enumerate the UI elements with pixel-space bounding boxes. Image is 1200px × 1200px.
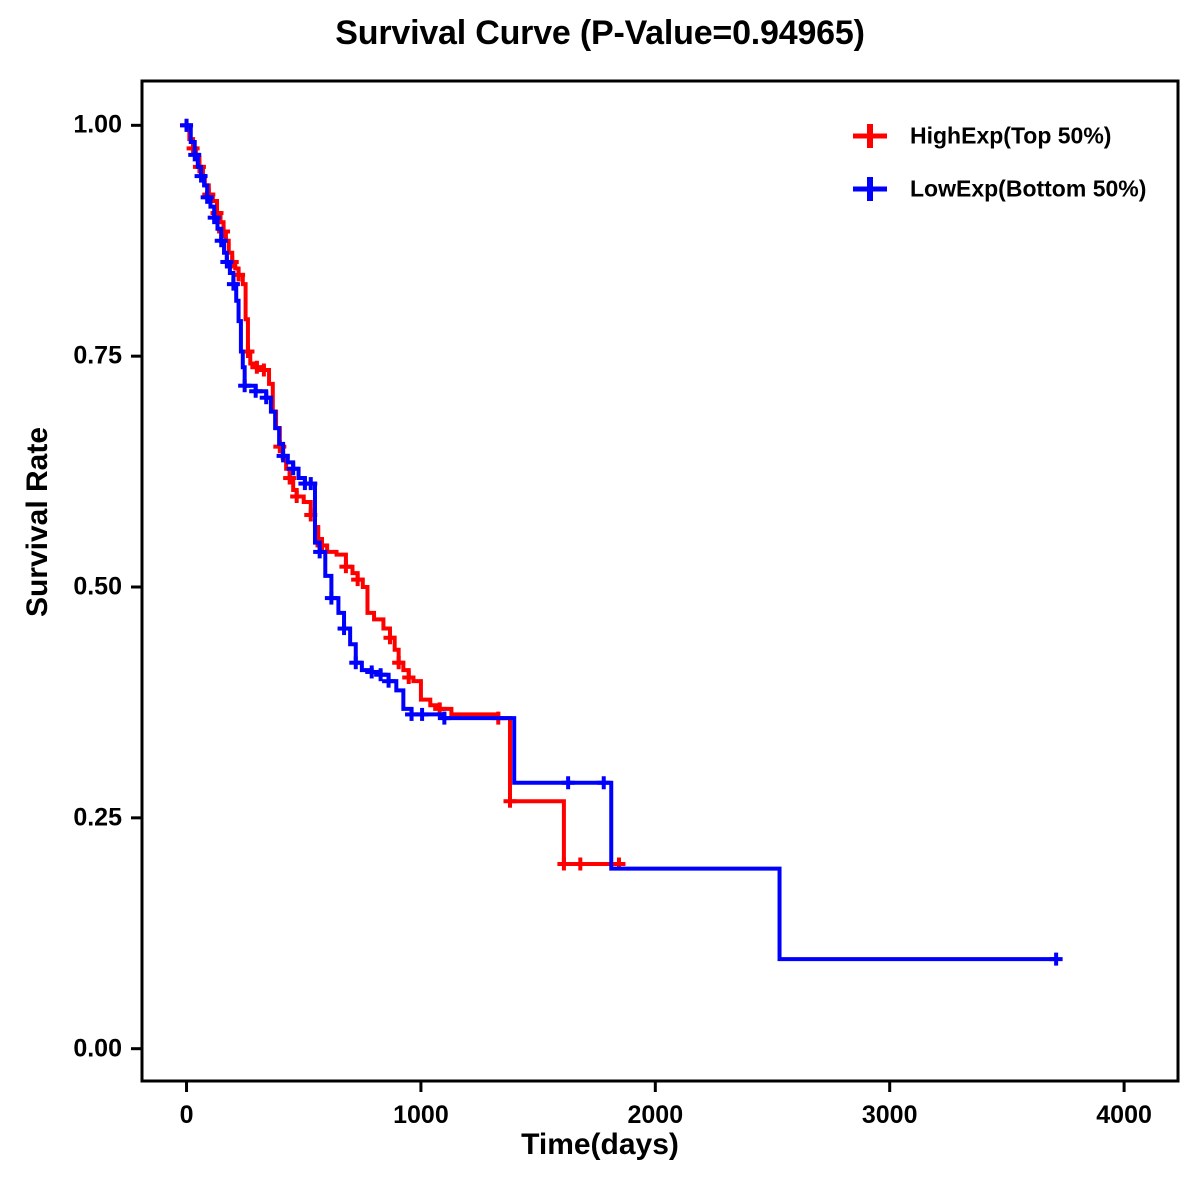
page-title: Survival Curve (P-Value=0.94965) bbox=[335, 14, 865, 52]
axis-ticks bbox=[131, 123, 1126, 1092]
legend-marker-lowexp[interactable] bbox=[853, 177, 887, 201]
legend-label-lowexp: LowExp(Bottom 50%) bbox=[910, 175, 1147, 202]
series-highexp bbox=[180, 118, 626, 871]
series-layer bbox=[180, 118, 1063, 966]
legend-marker-highexp[interactable] bbox=[853, 124, 887, 148]
y-axis-label: Survival Rate bbox=[21, 426, 54, 618]
x-axis-label: Time(days) bbox=[521, 1128, 679, 1161]
y-tick-label: 0.50 bbox=[73, 572, 122, 601]
y-tick-label: 1.00 bbox=[73, 110, 122, 139]
y-tick-label: 0.25 bbox=[73, 803, 122, 832]
y-tick-label: 0.75 bbox=[73, 341, 122, 370]
x-tick-label: 3000 bbox=[861, 1101, 918, 1129]
series-lowexp bbox=[180, 118, 1063, 966]
legend-markers bbox=[853, 124, 887, 201]
x-tick-label: 1000 bbox=[393, 1101, 449, 1129]
y-tick-label: 0.00 bbox=[73, 1034, 122, 1063]
x-tick-label: 2000 bbox=[627, 1101, 684, 1129]
x-tick-label: 4000 bbox=[1096, 1101, 1152, 1129]
plot-frame bbox=[140, 79, 1180, 1083]
x-tick-label: 0 bbox=[179, 1101, 194, 1129]
legend-label-highexp: HighExp(Top 50%) bbox=[910, 122, 1112, 149]
